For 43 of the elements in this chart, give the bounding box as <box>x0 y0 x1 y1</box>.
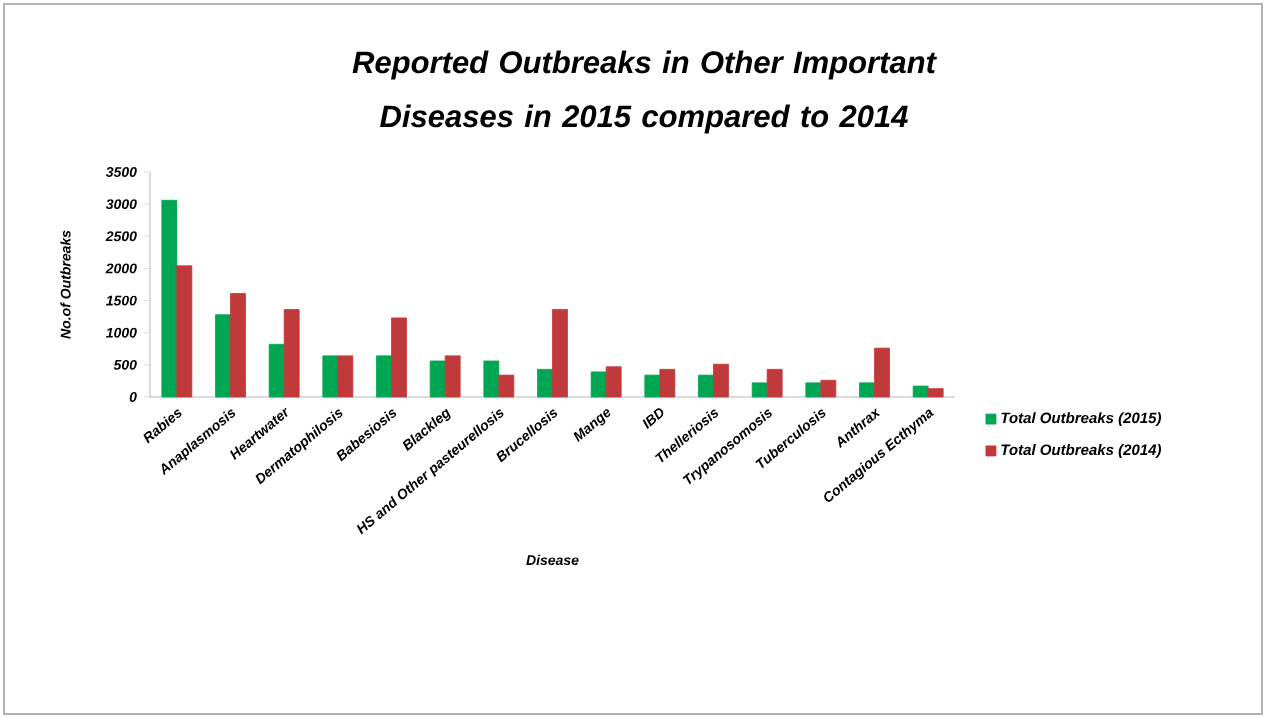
bar <box>268 343 285 398</box>
y-tick-label: 2000 <box>105 263 137 274</box>
x-axis-title: Disease <box>526 554 579 566</box>
bar <box>337 355 354 398</box>
bar <box>820 379 837 398</box>
bar <box>444 355 461 398</box>
bar <box>176 265 193 398</box>
y-tick-label: 3500 <box>105 167 137 177</box>
bar <box>659 368 676 398</box>
y-tick-label: 2500 <box>105 231 137 242</box>
y-tick-label: 1500 <box>106 295 137 306</box>
bar <box>391 317 407 398</box>
bar <box>805 382 822 398</box>
y-tick-label: 1000 <box>106 327 137 338</box>
bar <box>161 199 178 398</box>
bar <box>698 374 714 398</box>
legend-label: Total Outbreaks (2014) <box>1001 444 1162 458</box>
bar <box>552 309 568 398</box>
bar <box>376 355 392 398</box>
y-tick-label: 3000 <box>105 199 137 210</box>
bar <box>713 363 729 398</box>
bar <box>429 360 446 398</box>
bar <box>605 366 622 398</box>
bar <box>766 368 783 398</box>
bar <box>859 382 875 398</box>
bar <box>912 385 929 398</box>
bar <box>215 314 231 398</box>
bar <box>498 374 515 398</box>
bar <box>537 368 553 398</box>
chart-title: Reported Outbreaks in Other Important Diseases in 2015 compared to 2014 <box>352 50 937 134</box>
bar <box>483 360 500 398</box>
bar <box>590 371 607 398</box>
y-tick-label: 0 <box>129 392 137 402</box>
bar <box>644 374 661 398</box>
bar <box>751 382 768 398</box>
bar <box>230 293 246 398</box>
y-tick-label: 500 <box>113 359 137 370</box>
bar <box>283 309 300 398</box>
bar <box>874 347 890 398</box>
bar <box>927 388 944 398</box>
y-axis-title: No.of Outbreaks <box>60 230 71 339</box>
bar <box>322 355 339 398</box>
legend-label: Total Outbreaks (2015) <box>1001 412 1162 427</box>
